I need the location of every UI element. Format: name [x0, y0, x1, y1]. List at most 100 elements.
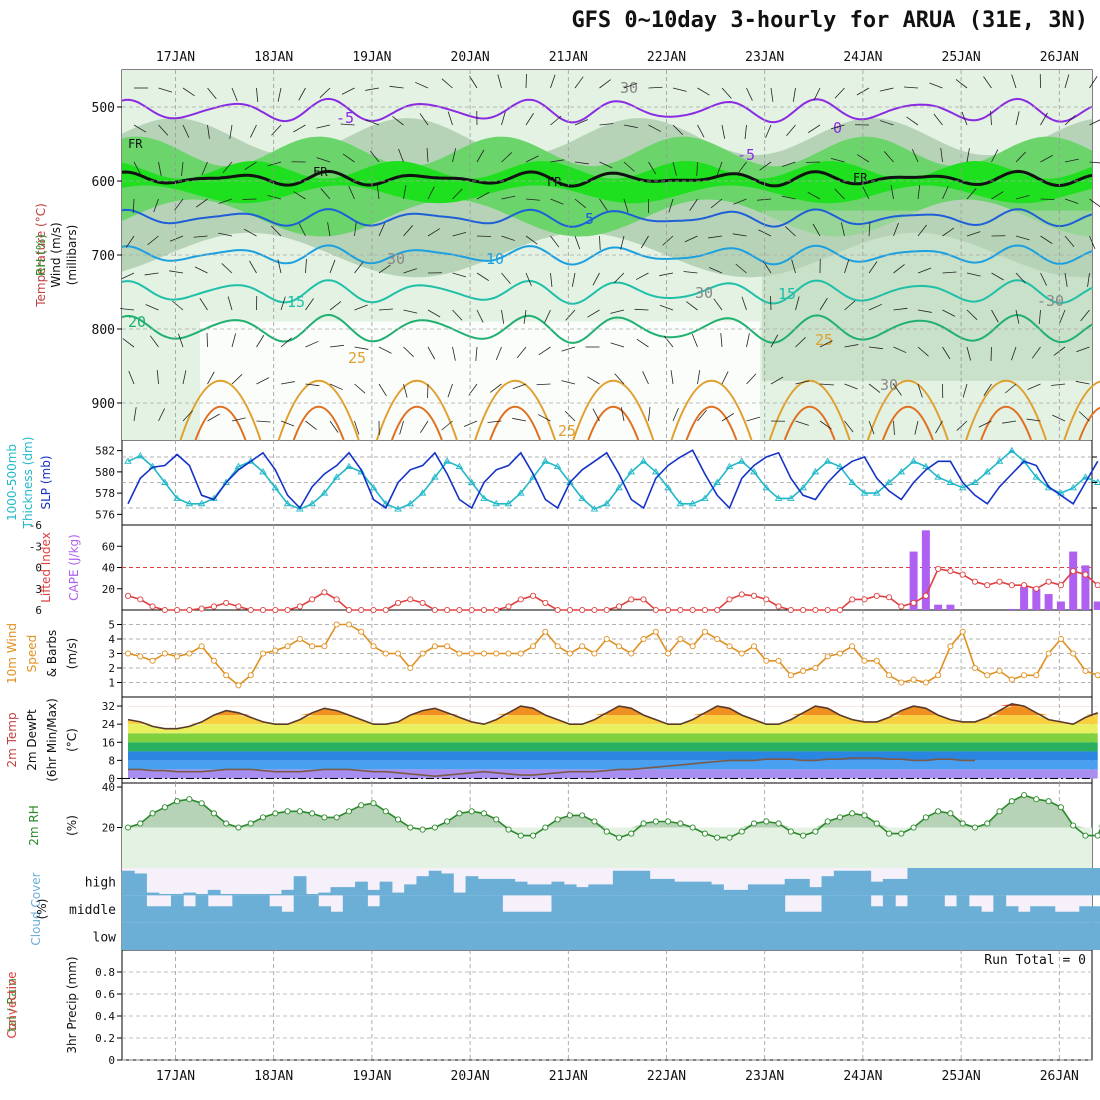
cloud-bar-high [747, 884, 761, 896]
rh-2m-line-point [873, 820, 880, 827]
isotherm-minus5 [121, 97, 1093, 124]
rh-2m-line-point [579, 812, 586, 819]
cloud-bar-high [342, 887, 356, 896]
date-label-bottom: 17JAN [156, 1069, 195, 1084]
rh-2m-line-point [358, 802, 365, 809]
cloud-bar-middle [318, 906, 332, 923]
cloud-bar-low [514, 922, 528, 950]
wind-speed-line-point [444, 643, 451, 650]
wind-barb [914, 420, 919, 435]
wind-barb [765, 124, 772, 139]
precip-tick-label: 0.2 [95, 1032, 115, 1045]
wind-speed-line-point [652, 628, 659, 635]
cloud-bar-low [686, 922, 700, 950]
wind-barb [525, 155, 539, 163]
wind-speed-line-point [579, 643, 586, 650]
wind-barb [893, 222, 899, 237]
wind-barb [599, 198, 608, 211]
temp-band [128, 706, 1098, 716]
contour-label: -30 [1037, 292, 1064, 310]
wind-barb [879, 87, 894, 92]
cloud-bar-middle [907, 895, 921, 923]
wind-barb [795, 420, 809, 426]
cape-tick-label: 40 [102, 562, 115, 575]
wind-speed-line-point [493, 650, 500, 657]
wind-barb [1078, 411, 1090, 422]
wind-barb [716, 161, 723, 176]
rh-2m-line-point [1008, 798, 1015, 805]
cloud-bar-low [158, 922, 172, 950]
cloud-bar-middle [809, 911, 823, 923]
thickness-line-point [1069, 483, 1077, 491]
wind-barb [1026, 418, 1041, 422]
cloud-bar-low [932, 922, 945, 950]
cloud-bar-low [821, 922, 835, 950]
wind-speed-line-point [174, 653, 181, 660]
date-label-top: 17JAN [156, 50, 195, 65]
side-label: tal / Rain [5, 978, 19, 1031]
lifted-index-line-point [1094, 582, 1100, 589]
thickness-tick-label: 578 [95, 487, 115, 500]
cloud-bar-high [134, 873, 147, 896]
wind-barb [403, 383, 408, 398]
wind-speed-line-point [615, 643, 623, 650]
date-label-bottom: 20JAN [451, 1069, 490, 1084]
wind-barb [341, 87, 355, 95]
cloud-bar-low [833, 922, 847, 950]
cloud-bar-high [441, 873, 454, 896]
cloud-bar-high [711, 884, 724, 896]
wind-barb [267, 161, 282, 167]
cloud-bar-middle [649, 895, 663, 923]
cloud-bar-middle [244, 895, 258, 923]
wind-barb [917, 309, 932, 313]
wind-barb [147, 235, 159, 246]
rh-2m-line-point [971, 824, 979, 831]
thickness-line-point [136, 452, 145, 459]
temp-tick-label: 0 [108, 772, 115, 785]
cloud-bar-low [551, 922, 565, 950]
rh-2m-line-point [1021, 792, 1028, 799]
cloud-bar-high [674, 881, 688, 896]
cloud-bar-high [956, 868, 970, 896]
temp-band [128, 760, 1098, 770]
wind-barb [1089, 235, 1096, 250]
wind-barb [244, 228, 257, 237]
cloud-bar-middle [490, 895, 503, 923]
date-label-bottom: 23JAN [745, 1069, 784, 1084]
wind-barb [1015, 272, 1026, 284]
side-label: 1000-500mb [5, 444, 19, 521]
wind-barb [933, 113, 943, 126]
rh-2m-line-point [296, 808, 303, 815]
wind-barb [280, 337, 292, 348]
cloud-bar-low [882, 922, 896, 950]
cloud-bar-middle [1067, 911, 1080, 923]
thickness-line-point [676, 499, 685, 507]
wind-barb [169, 235, 184, 242]
rh-2m-line-point [444, 818, 451, 825]
thickness-line-point [639, 457, 648, 464]
wind-barb [441, 78, 453, 89]
wind-barb [354, 222, 357, 237]
cloud-bar-middle [465, 895, 479, 923]
cloud-bar-middle [293, 895, 307, 923]
wind-barb [587, 376, 600, 385]
cloud-bar-high [588, 884, 602, 896]
isotherm-25-loop [1063, 380, 1100, 441]
cloud-bar-high [870, 881, 884, 896]
wind-speed-line-point [272, 647, 279, 654]
wind-barb [672, 87, 687, 92]
wind-speed-line-point [345, 621, 353, 628]
wind-barb [732, 233, 747, 237]
rh-2m-line-point [640, 820, 647, 827]
cloud-bar-middle [588, 895, 602, 923]
cloud-bar-middle [760, 895, 773, 923]
lifted-index-line-point [603, 606, 610, 614]
cloud-bar-high [846, 870, 859, 896]
wind-barb [635, 272, 649, 280]
cloud-bar-high [919, 868, 933, 896]
freezing-level [121, 169, 1093, 188]
cloud-bar-high [232, 893, 246, 896]
isotherm-30-loop [881, 405, 934, 441]
cloud-bar-low [723, 922, 737, 950]
wind-barb [144, 272, 159, 276]
